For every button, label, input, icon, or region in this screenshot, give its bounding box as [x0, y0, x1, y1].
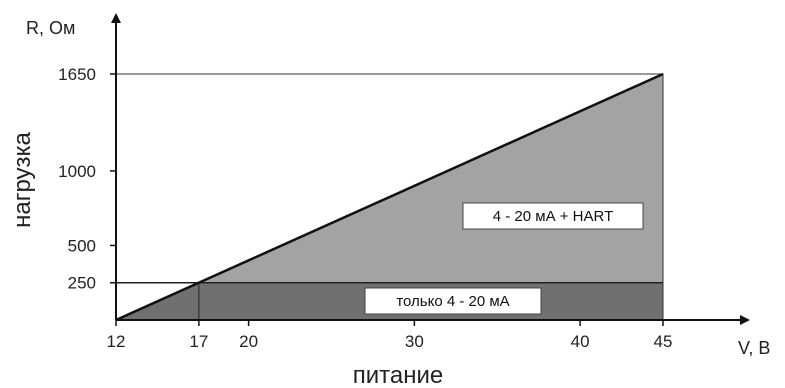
region-label-box-1 — [462, 202, 644, 230]
x-tick-label-30: 30 — [405, 332, 424, 351]
region-labels-layer: 4 - 20 мА + HART только 4 - 20 мА — [364, 202, 644, 315]
x-axis-title: питание — [353, 362, 443, 388]
y-unit-label: R, Ом — [26, 18, 75, 38]
y-tick-label-500: 500 — [68, 236, 96, 255]
guides-layer — [116, 73, 664, 320]
y-tick-label-1650: 1650 — [58, 65, 96, 84]
x-tick-label-45: 45 — [654, 332, 673, 351]
x-tick-label-17: 17 — [189, 332, 208, 351]
region-label-1: 4 - 20 мА + HART — [493, 208, 614, 225]
x-tick-label-40: 40 — [571, 332, 590, 351]
region-label-2: только 4 - 20 мА — [396, 293, 509, 310]
x-unit-label: V, В — [738, 338, 770, 358]
y-axis-title: нагрузка — [9, 131, 36, 227]
region-label-box-2 — [364, 287, 542, 315]
y-tick-label-250: 250 — [68, 274, 96, 293]
ticks-layer: 12 17 20 30 40 45 250 500 1000 1650 — [58, 65, 672, 351]
x-tick-label-12: 12 — [107, 332, 126, 351]
x-tick-label-20: 20 — [239, 332, 258, 351]
line-layer — [115, 72, 664, 322]
load-line — [115, 72, 664, 322]
y-tick-label-1000: 1000 — [58, 162, 96, 181]
